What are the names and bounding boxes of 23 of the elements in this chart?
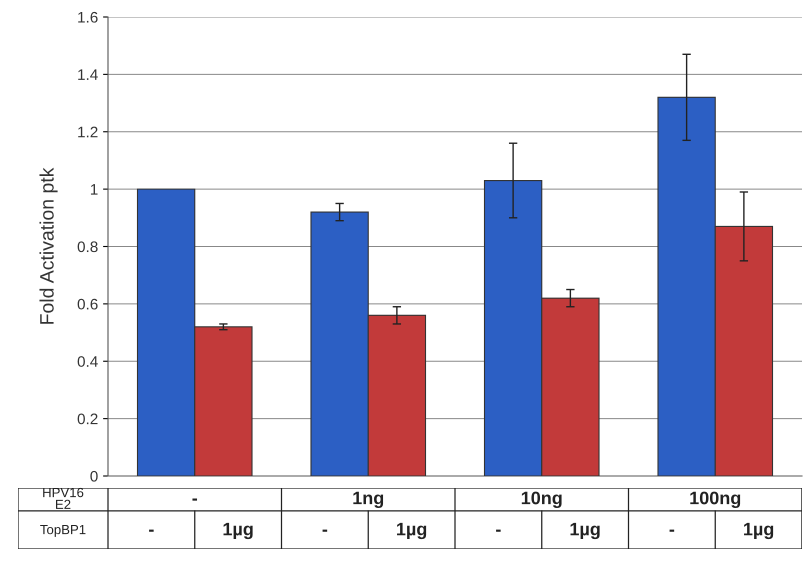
text: - [670,530,674,532]
y-tick-label: 1.6 [78,12,98,23]
text: 1µg [570,522,600,540]
x-tick-label: - [192,498,198,501]
text: - [322,530,328,532]
x-tick-label: 10ng [522,492,562,508]
x-tick-label: 100ng [690,492,740,508]
text: 1µg [744,522,774,540]
y-tick-label: 1.4 [78,69,98,80]
y-tick-label: 0 [90,470,98,482]
text: TopBP1 [40,525,86,537]
y-tick-label: 0.2 [78,413,98,424]
text: 1µg [224,522,253,540]
text: 1µg [397,522,426,540]
x-tick-label: 1ng [353,492,384,508]
text: - [496,530,501,532]
text: - [149,530,154,532]
y-tick-label: 0.6 [78,298,98,310]
y-tick-label: 0.4 [78,356,98,367]
y-tick-label: 0.8 [78,241,98,252]
y-tick-label: 1.2 [78,126,98,138]
y-axis-title: Fold Activation ptk [39,168,58,324]
y-tick-label: 1 [90,184,98,195]
